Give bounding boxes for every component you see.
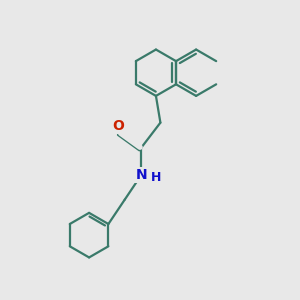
Text: O: O xyxy=(112,119,124,133)
Text: H: H xyxy=(152,171,162,184)
Text: N: N xyxy=(135,168,147,182)
